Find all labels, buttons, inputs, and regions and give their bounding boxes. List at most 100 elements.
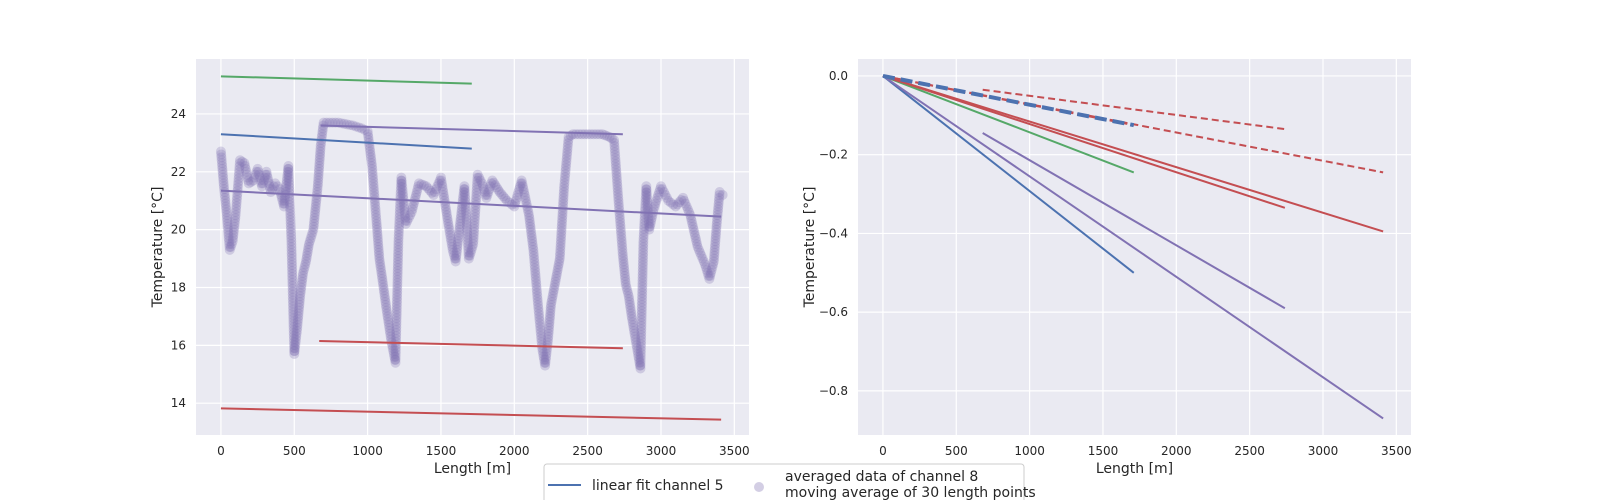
y-tick-label: −0.6 bbox=[819, 305, 848, 319]
scatter-point bbox=[710, 233, 721, 244]
scatter-point bbox=[558, 187, 569, 198]
scatter-point bbox=[620, 276, 631, 287]
scatter-point bbox=[609, 134, 620, 145]
scatter-point bbox=[531, 281, 542, 292]
scatter-point bbox=[542, 340, 553, 351]
scatter-point bbox=[285, 224, 296, 235]
scatter-point bbox=[303, 239, 314, 250]
scatter-point bbox=[530, 266, 541, 277]
scatter-point bbox=[310, 204, 321, 215]
scatter-point bbox=[576, 129, 587, 140]
scatter-point bbox=[555, 244, 566, 255]
scatter-point bbox=[241, 166, 252, 177]
scatter-point bbox=[611, 168, 622, 179]
scatter-point bbox=[218, 178, 229, 189]
scatter-point bbox=[287, 268, 298, 279]
scatter-point bbox=[519, 189, 530, 200]
scatter-point bbox=[640, 187, 651, 198]
scatter-point bbox=[392, 259, 403, 270]
legend-box bbox=[543, 463, 1025, 504]
scatter-point bbox=[391, 331, 402, 342]
scatter-point bbox=[274, 184, 285, 195]
scatter-point bbox=[711, 224, 722, 235]
scatter-point bbox=[638, 245, 649, 256]
scatter-point bbox=[296, 282, 307, 293]
scatter-point bbox=[674, 197, 685, 208]
scatter-point bbox=[491, 182, 502, 193]
scatter-point bbox=[391, 313, 402, 324]
scatter-point bbox=[637, 272, 648, 283]
scatter-point bbox=[636, 305, 647, 316]
scatter-point bbox=[234, 158, 245, 169]
scatter-point bbox=[609, 147, 620, 158]
scatter-point bbox=[421, 181, 432, 192]
scatter-point bbox=[548, 288, 559, 299]
scatter-point bbox=[636, 314, 647, 325]
scatter-point bbox=[291, 331, 302, 342]
scatter-point bbox=[711, 218, 722, 229]
scatter-point bbox=[390, 342, 401, 353]
scatter-point bbox=[225, 242, 236, 252]
scatter-point bbox=[228, 224, 239, 235]
scatter-point bbox=[621, 282, 632, 293]
scatter-point bbox=[284, 182, 295, 193]
scatter-point bbox=[610, 153, 621, 164]
scatter-point bbox=[544, 322, 555, 333]
scatter-point bbox=[306, 230, 317, 241]
scatter-point bbox=[609, 144, 620, 155]
scatter-point bbox=[369, 197, 380, 208]
scatter-point bbox=[554, 250, 565, 261]
scatter-point bbox=[366, 155, 377, 166]
scatter-point bbox=[637, 254, 648, 265]
scatter-point bbox=[627, 317, 638, 328]
scatter-point bbox=[514, 184, 525, 195]
scatter-point bbox=[292, 322, 303, 333]
scatter-point bbox=[500, 193, 511, 204]
scatter-point bbox=[397, 181, 408, 192]
scatter-point bbox=[230, 210, 241, 221]
scatter-point bbox=[640, 196, 651, 207]
scatter-point bbox=[412, 184, 423, 195]
scatter-point bbox=[232, 182, 243, 193]
scatter-point bbox=[515, 181, 526, 192]
scatter-point bbox=[287, 292, 298, 303]
scatter-point bbox=[445, 230, 456, 241]
scatter-point bbox=[541, 351, 552, 362]
scatter-point bbox=[700, 262, 711, 273]
scatter-point bbox=[392, 265, 403, 276]
green-fit-line bbox=[882, 74, 1135, 174]
scatter-point bbox=[290, 340, 301, 351]
scatter-point bbox=[613, 201, 624, 212]
scatter-point bbox=[468, 230, 479, 241]
scatter-point bbox=[523, 210, 534, 221]
scatter-point bbox=[688, 224, 699, 235]
scatter-point bbox=[293, 305, 304, 316]
scatter-point bbox=[524, 215, 535, 226]
scatter-point bbox=[462, 235, 473, 246]
scatter-point bbox=[562, 144, 573, 155]
scatter-point bbox=[451, 247, 462, 258]
scatter-point bbox=[510, 195, 521, 206]
scatter-point bbox=[283, 170, 294, 181]
scatter-point bbox=[368, 185, 379, 196]
y-tick-label: 16 bbox=[171, 338, 186, 352]
scatter-point bbox=[217, 169, 228, 180]
scatter-point bbox=[658, 187, 669, 198]
scatter-point bbox=[231, 194, 242, 205]
scatter-point bbox=[285, 218, 296, 229]
scatter-point bbox=[288, 307, 299, 318]
scatter-point bbox=[253, 166, 264, 177]
scatter-point bbox=[267, 184, 278, 195]
scatter-point bbox=[708, 256, 719, 267]
scatter-point bbox=[458, 192, 469, 203]
scatter-point bbox=[288, 325, 299, 336]
scatter-point bbox=[287, 274, 298, 285]
scatter-point bbox=[615, 217, 626, 228]
scatter-point bbox=[392, 283, 403, 294]
scatter-point bbox=[288, 310, 299, 321]
scatter-point bbox=[635, 357, 646, 368]
scatter-point bbox=[624, 294, 635, 305]
scatter-point bbox=[461, 220, 472, 231]
scatter-point bbox=[559, 175, 570, 186]
scatter-point bbox=[629, 328, 640, 339]
